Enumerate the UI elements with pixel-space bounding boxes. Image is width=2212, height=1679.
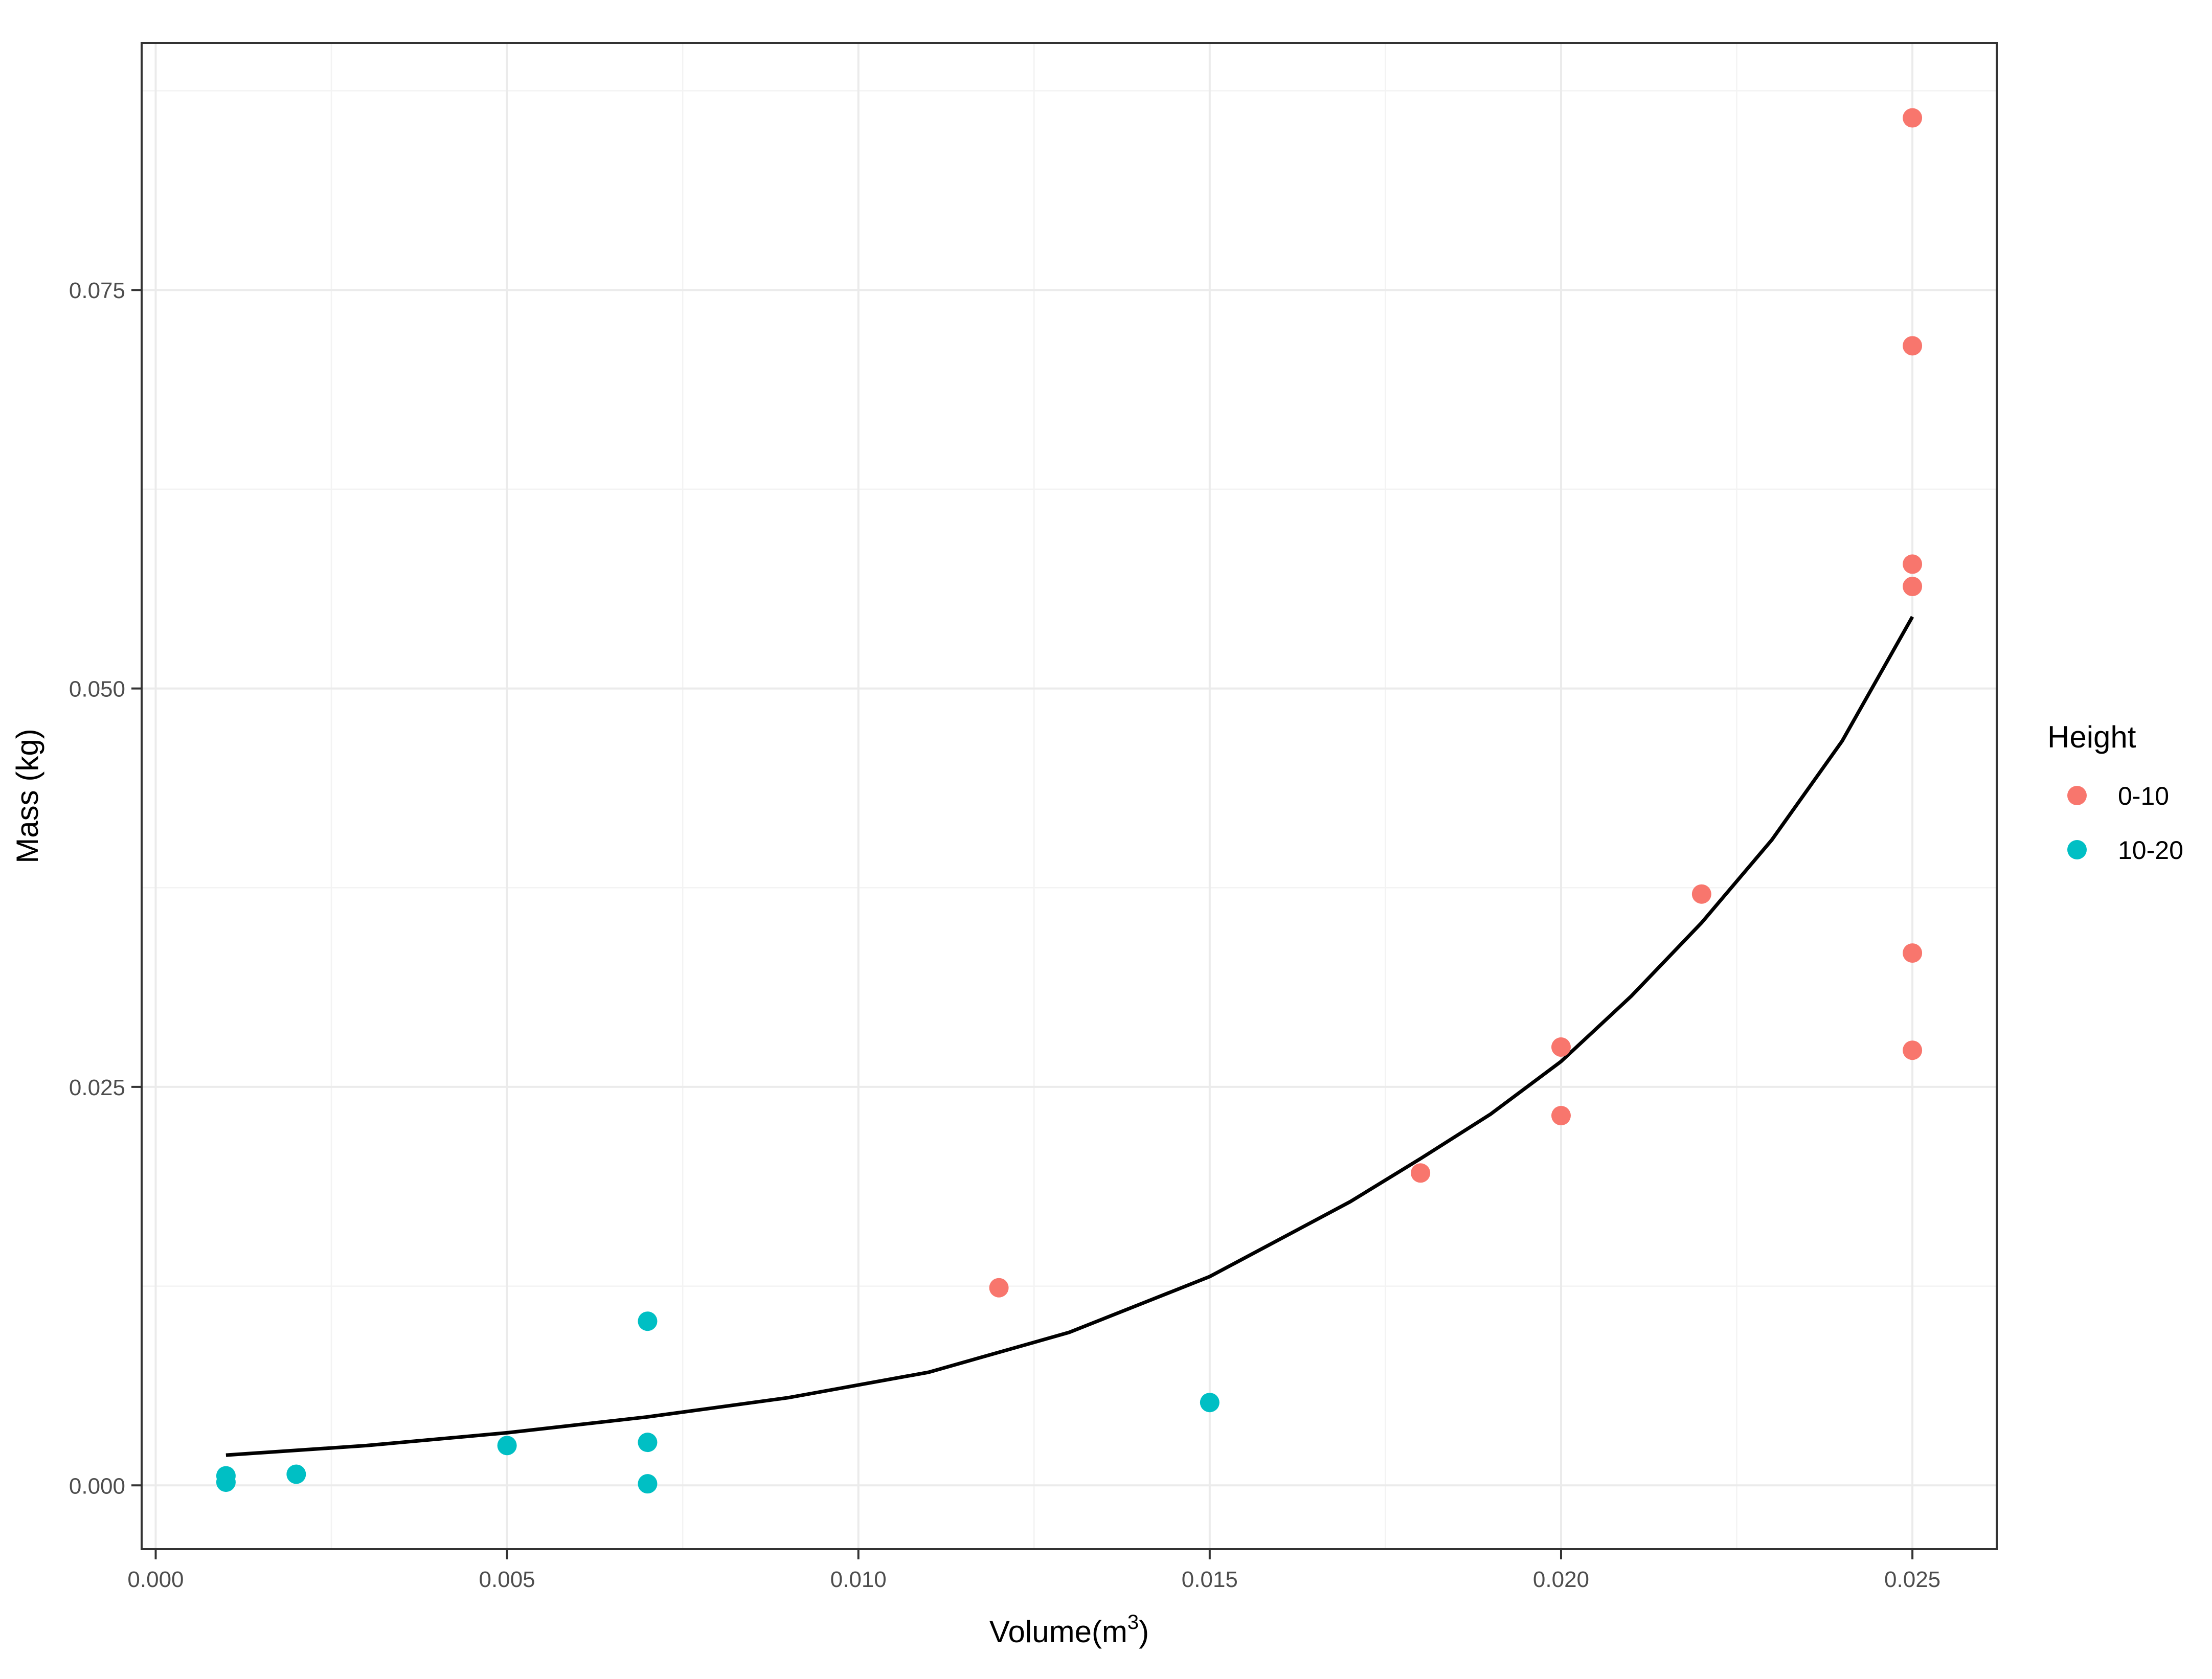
data-point-0-10 (1551, 1037, 1571, 1057)
data-points (216, 108, 1923, 1494)
data-point-10-20 (216, 1472, 236, 1492)
data-point-0-10 (989, 1278, 1009, 1298)
y-tick-label: 0.075 (69, 278, 125, 303)
x-tick-label: 0.020 (1533, 1567, 1589, 1592)
data-point-10-20 (1200, 1393, 1220, 1413)
x-tick-labels: 0.000 0.005 0.010 0.015 0.020 0.025 (127, 1567, 1940, 1592)
x-tick-label: 0.005 (479, 1567, 535, 1592)
x-tick-label: 0.015 (1182, 1567, 1238, 1592)
x-axis-title-suffix: ) (1139, 1615, 1149, 1649)
gridlines (142, 43, 1997, 1549)
data-point-0-10 (1903, 336, 1923, 356)
legend-title: Height (2047, 720, 2136, 754)
data-point-10-20 (638, 1474, 658, 1494)
data-point-10-20 (497, 1436, 517, 1456)
y-tick-labels: 0.000 0.025 0.050 0.075 (69, 278, 125, 1499)
x-axis-title-main: Volume(m (989, 1615, 1127, 1649)
fit-curve (225, 616, 1914, 1457)
x-axis-title-superscript: 3 (1127, 1611, 1139, 1633)
plot-panel-background (142, 43, 1997, 1549)
data-point-0-10 (1903, 554, 1923, 574)
legend-key-0-10 (2067, 786, 2087, 805)
legend-key-10-20 (2067, 840, 2087, 859)
data-point-0-10 (1551, 1106, 1571, 1126)
data-point-0-10 (1903, 1040, 1923, 1060)
plot-panel-border (141, 42, 1998, 1550)
data-point-10-20 (638, 1311, 658, 1331)
y-tick-label: 0.000 (69, 1473, 125, 1499)
data-point-10-20 (638, 1433, 658, 1453)
axis-ticks (131, 289, 1914, 1559)
legend: Height 0-10 10-20 (2047, 720, 2183, 865)
data-point-0-10 (1691, 884, 1711, 904)
y-tick-label: 0.025 (69, 1075, 125, 1100)
legend-label-0-10: 0-10 (2118, 782, 2169, 810)
data-point-10-20 (286, 1464, 306, 1484)
x-tick-label: 0.025 (1884, 1567, 1940, 1592)
data-point-0-10 (1411, 1163, 1431, 1183)
data-point-0-10 (1903, 108, 1923, 128)
y-axis-title: Mass (kg) (10, 729, 44, 863)
y-tick-label: 0.050 (69, 677, 125, 702)
x-tick-label: 0.010 (830, 1567, 887, 1592)
data-point-0-10 (1903, 943, 1923, 963)
x-tick-label: 0.000 (127, 1567, 184, 1592)
x-axis-title: Volume(m3) (989, 1611, 1149, 1649)
fit-curve-layer (225, 616, 1914, 1457)
legend-label-10-20: 10-20 (2118, 836, 2183, 865)
data-point-0-10 (1903, 577, 1923, 597)
